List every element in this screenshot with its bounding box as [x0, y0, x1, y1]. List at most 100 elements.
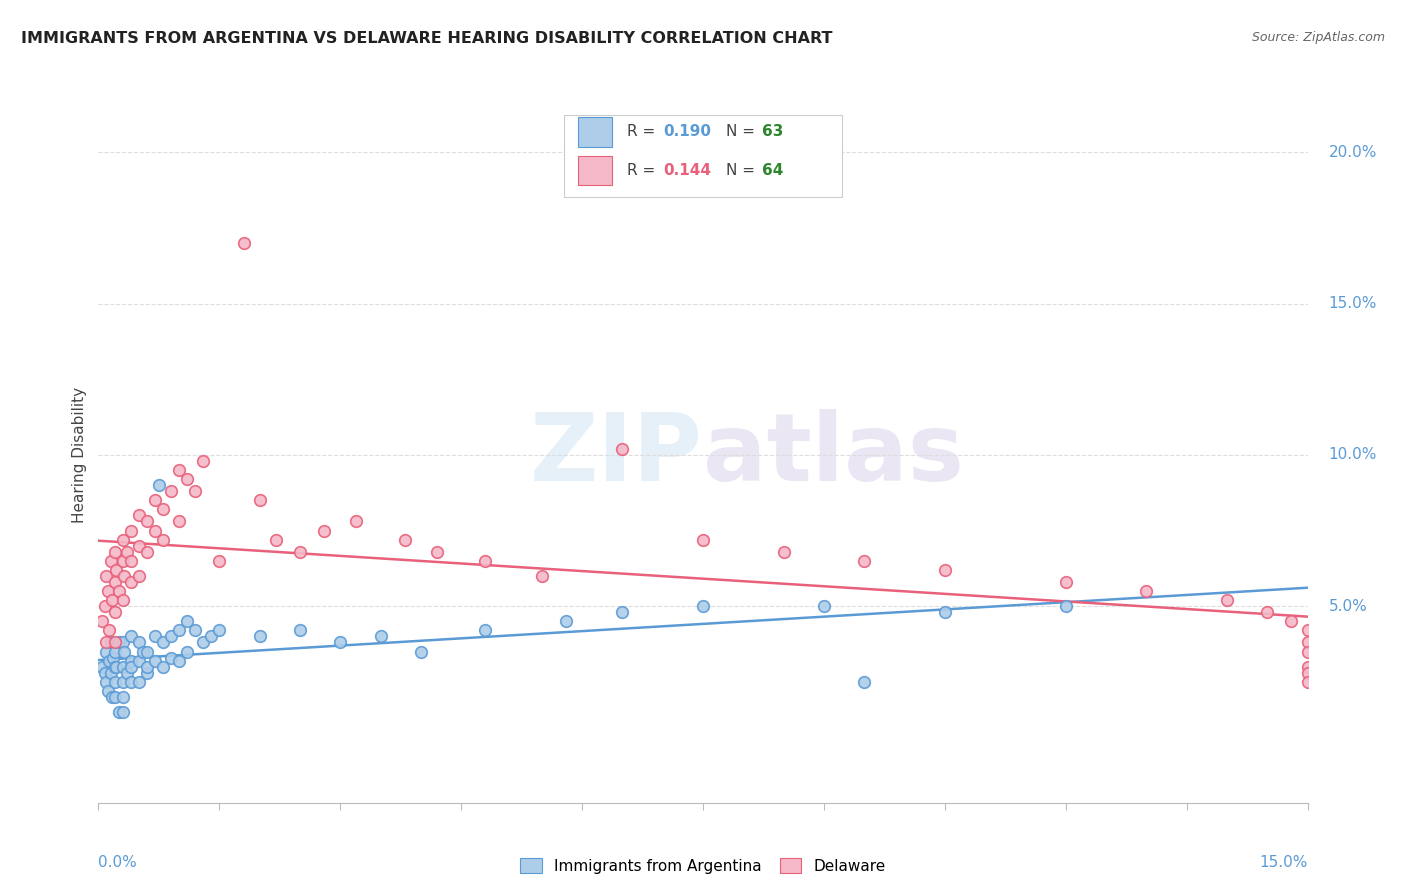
Point	[474, 554, 496, 568]
Point	[97, 624, 120, 638]
Text: R =: R =	[627, 125, 659, 139]
Point	[813, 599, 835, 614]
Point	[249, 493, 271, 508]
Point	[167, 654, 190, 668]
Point	[103, 659, 125, 673]
Point	[344, 515, 367, 529]
Point	[314, 524, 336, 538]
Text: 5.0%: 5.0%	[1329, 599, 1368, 614]
Point	[176, 472, 198, 486]
Point	[143, 493, 166, 508]
Point	[103, 574, 125, 589]
Point	[91, 659, 114, 673]
Point	[288, 624, 311, 638]
FancyBboxPatch shape	[564, 115, 842, 197]
Point	[105, 563, 128, 577]
Point	[105, 659, 128, 673]
Point	[107, 584, 129, 599]
Point	[115, 545, 138, 559]
Point	[103, 644, 125, 658]
Point	[135, 644, 157, 658]
Point	[97, 584, 120, 599]
Point	[111, 533, 134, 547]
Text: R =: R =	[627, 163, 659, 178]
Point	[103, 605, 125, 619]
Text: 0.144: 0.144	[664, 163, 711, 178]
Point	[135, 515, 157, 529]
Point	[103, 545, 125, 559]
Point	[128, 674, 150, 689]
Point	[143, 654, 166, 668]
Point	[853, 674, 876, 689]
Text: 0.190: 0.190	[664, 125, 711, 139]
Text: 63: 63	[762, 125, 783, 139]
Point	[101, 650, 124, 665]
Point	[1054, 599, 1077, 614]
Point	[96, 674, 118, 689]
Point	[208, 624, 231, 638]
Point	[1135, 584, 1157, 599]
Point	[1281, 615, 1303, 629]
Point	[120, 524, 142, 538]
Point	[120, 554, 142, 568]
Point	[167, 515, 190, 529]
Point	[111, 674, 134, 689]
Point	[96, 644, 118, 658]
Point	[143, 629, 166, 643]
Point	[111, 593, 134, 607]
Point	[934, 605, 956, 619]
Point	[208, 554, 231, 568]
Point	[112, 644, 135, 658]
Point	[612, 442, 634, 456]
Point	[152, 502, 174, 516]
Text: IMMIGRANTS FROM ARGENTINA VS DELAWARE HEARING DISABILITY CORRELATION CHART: IMMIGRANTS FROM ARGENTINA VS DELAWARE HE…	[21, 31, 832, 46]
Point	[530, 569, 553, 583]
Point	[167, 624, 190, 638]
Point	[143, 524, 166, 538]
Point	[1296, 624, 1319, 638]
Point	[120, 654, 142, 668]
Point	[128, 654, 150, 668]
Point	[1216, 593, 1239, 607]
Point	[160, 629, 183, 643]
Point	[94, 599, 117, 614]
Y-axis label: Hearing Disability: Hearing Disability	[72, 387, 87, 523]
Point	[97, 684, 120, 698]
Point	[97, 654, 120, 668]
Point	[853, 554, 876, 568]
Point	[111, 690, 134, 704]
Legend: Immigrants from Argentina, Delaware: Immigrants from Argentina, Delaware	[515, 852, 891, 880]
Point	[409, 644, 432, 658]
Point	[1296, 674, 1319, 689]
Point	[193, 635, 215, 649]
Point	[128, 539, 150, 553]
Point	[115, 665, 138, 680]
Point	[934, 563, 956, 577]
Point	[111, 659, 134, 673]
Text: ZIP: ZIP	[530, 409, 703, 501]
Point	[120, 574, 142, 589]
Point	[101, 690, 124, 704]
Point	[184, 484, 207, 499]
Point	[94, 665, 117, 680]
Point	[1296, 635, 1319, 649]
Point	[474, 624, 496, 638]
FancyBboxPatch shape	[578, 156, 613, 186]
Point	[101, 593, 124, 607]
Point	[160, 484, 183, 499]
Point	[249, 629, 271, 643]
Text: atlas: atlas	[703, 409, 965, 501]
Point	[264, 533, 287, 547]
Point	[1296, 644, 1319, 658]
Text: 64: 64	[762, 163, 783, 178]
FancyBboxPatch shape	[578, 118, 613, 146]
Point	[111, 635, 134, 649]
Point	[184, 624, 207, 638]
Text: 10.0%: 10.0%	[1329, 448, 1376, 462]
Point	[1054, 574, 1077, 589]
Text: N =: N =	[725, 163, 759, 178]
Point	[103, 674, 125, 689]
Point	[96, 569, 118, 583]
Point	[135, 659, 157, 673]
Point	[772, 545, 794, 559]
